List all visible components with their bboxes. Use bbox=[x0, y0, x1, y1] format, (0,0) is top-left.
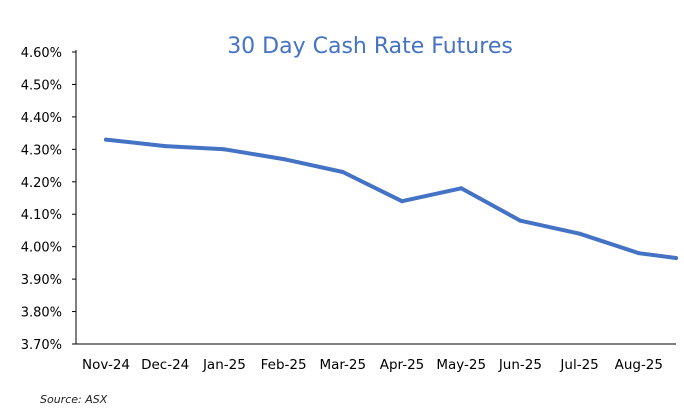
y-tick-label: 4.30% bbox=[21, 143, 62, 158]
y-tick-label: 3.90% bbox=[21, 273, 62, 288]
data-point bbox=[459, 186, 464, 191]
data-point bbox=[674, 256, 678, 261]
y-tick-label: 4.40% bbox=[21, 111, 62, 126]
x-axis: Nov-24 Dec-24 Jan-25 Feb-25 Mar-25 Apr-25 May-… bbox=[76, 343, 676, 373]
data-point bbox=[281, 157, 286, 162]
x-tick-label: May-25 bbox=[436, 357, 486, 373]
data-point bbox=[636, 251, 641, 256]
series-line bbox=[104, 137, 678, 260]
y-tick-label: 4.50% bbox=[21, 78, 62, 93]
series-group bbox=[104, 137, 678, 261]
x-tick-label: Jul-25 bbox=[559, 357, 598, 373]
x-tick-label: Dec-24 bbox=[141, 357, 189, 373]
y-tick-label: 4.60% bbox=[21, 46, 62, 61]
data-point bbox=[163, 144, 168, 149]
data-point bbox=[577, 231, 582, 236]
x-tick-label: Apr-25 bbox=[380, 357, 425, 373]
x-tick-label: Jun-25 bbox=[498, 357, 542, 373]
chart-title: 30 Day Cash Rate Futures bbox=[227, 34, 513, 59]
y-tick-label: 3.80% bbox=[21, 306, 62, 321]
source-note: Source: ASX bbox=[40, 393, 108, 406]
x-tick-label: Nov-24 bbox=[82, 357, 130, 373]
data-point bbox=[340, 170, 345, 175]
data-point bbox=[222, 147, 227, 152]
y-tick-label: 4.00% bbox=[21, 241, 62, 256]
data-point bbox=[104, 137, 108, 142]
data-point bbox=[400, 199, 404, 204]
x-tick-label: Jan-25 bbox=[202, 357, 246, 373]
x-tick-label: Feb-25 bbox=[261, 357, 307, 373]
y-tick-label: 4.10% bbox=[21, 208, 62, 223]
data-point bbox=[518, 218, 523, 223]
x-tick-label: Aug-25 bbox=[615, 357, 663, 373]
y-tick-label: 4.20% bbox=[21, 176, 62, 191]
x-tick-label: Mar-25 bbox=[319, 357, 366, 373]
y-tick-label: 3.70% bbox=[21, 338, 62, 353]
y-axis: 3.70% 3.80% 3.90% 4.00% 4.10% 4.20% 4.30% 4.40%… bbox=[21, 46, 77, 353]
